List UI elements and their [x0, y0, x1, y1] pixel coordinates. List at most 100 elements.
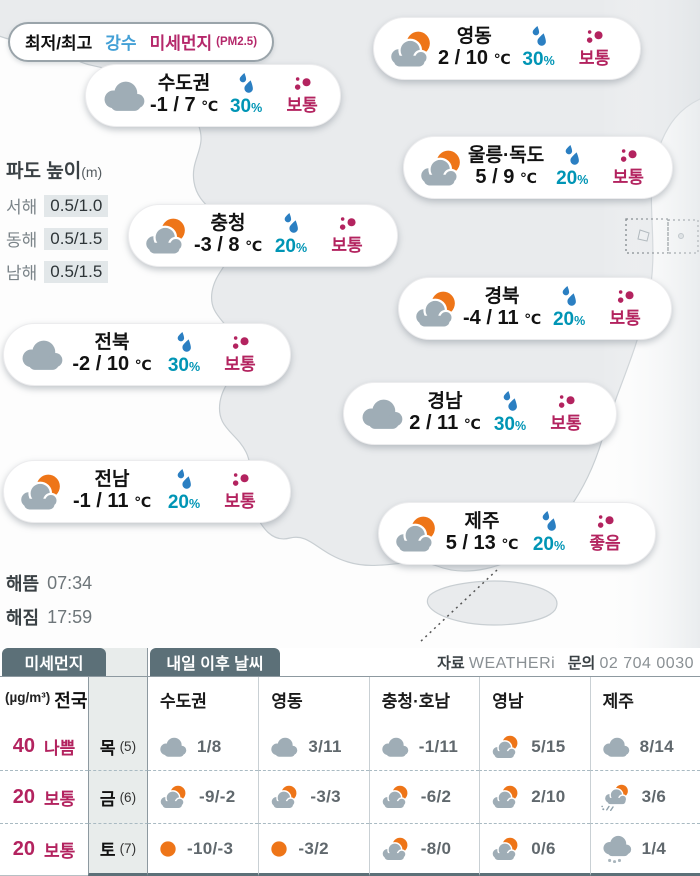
temp-range: -4 / 11 ℃ [463, 307, 542, 329]
dust-block: 보통 [600, 147, 656, 187]
column-label: 수도권 [160, 692, 207, 711]
sun-cloud-icon [381, 786, 408, 809]
forecast-cell: 0/6 [479, 823, 590, 876]
forecast-column-header: 수도권 [148, 677, 258, 723]
cloud-icon [160, 737, 187, 757]
precip-block: 30% [156, 332, 212, 377]
sun-cloud-icon [144, 218, 185, 254]
wave-height-title: 파도 높이(m) [6, 156, 108, 183]
temp-unit: ℃ [524, 311, 542, 327]
temp-unit: ℃ [501, 536, 519, 552]
dust-grade: 보통 [550, 413, 582, 433]
day-date: (6) [119, 789, 137, 805]
dust-block: 보통 [567, 28, 623, 68]
forecast-cell: 1/8 [148, 723, 258, 770]
weather-card: 전북 -2 / 10 ℃ 30% 보통 [3, 323, 291, 386]
temp-range: 2/10 [531, 787, 566, 806]
map-legend: 최저/최고 강수 미세먼지 (PM2.5) [8, 22, 275, 62]
dust-grade: 보통 [224, 354, 256, 374]
precip-block: 20% [541, 286, 597, 331]
forecast-cell: 5/15 [479, 723, 589, 770]
sunset-time: 17:59 [47, 606, 93, 627]
dust-dots-icon [232, 336, 249, 350]
precip-probability: 30% [167, 354, 201, 376]
dust-grade: 보통 [43, 842, 76, 861]
weather-card: 울릉·독도 5 / 9 ℃ 20% 보통 [403, 136, 673, 199]
column-label: 영동 [271, 692, 303, 711]
dust-grade: 보통 [612, 167, 644, 187]
forecast-cell: -3/2 [258, 823, 369, 876]
source-label: 자료 [437, 655, 465, 672]
precip-block: 20% [156, 469, 212, 514]
temp-range: 3/6 [641, 787, 667, 806]
column-label: 영남 [492, 692, 524, 711]
sun-cloud-icon [381, 837, 408, 860]
forecast-cell: -3/3 [258, 770, 369, 823]
temp-range: 1/8 [197, 736, 222, 756]
temp-unit: ℃ [493, 51, 511, 67]
sunset-row: 해짐 17:59 [6, 604, 92, 630]
day-name: 금 [99, 789, 116, 809]
temp-unit: ℃ [201, 98, 219, 114]
condition-icon-wrap [411, 289, 463, 328]
precip-probability: 30% [493, 413, 527, 435]
condition-icon-wrap [416, 148, 468, 187]
temp-range: -8/0 [420, 838, 452, 858]
dust-dots-icon [620, 149, 637, 163]
sun-cloud-icon [419, 150, 460, 186]
day-date: (5) [119, 739, 137, 754]
day-date: (7) [119, 841, 137, 856]
dust-block: 보통 [597, 288, 653, 328]
dust-grade: 보통 [43, 789, 76, 809]
forecast-cell: 3/11 [258, 723, 368, 770]
wave-height-value: 0.5/1.5 [44, 227, 109, 250]
rain-drops-icon [562, 286, 577, 306]
forecast-cell: 3/6 [589, 770, 700, 823]
dust-value: 40 [12, 735, 35, 757]
precip-probability: 30% [522, 48, 555, 70]
temp-range: -3/2 [298, 838, 329, 858]
condition-icon-wrap [391, 514, 443, 553]
day-name: 토 [99, 841, 116, 860]
forecast-cell: -10/-3 [148, 823, 259, 876]
wave-height-box: 파도 높이(m) 서해 0.5/1.0 동해 0.5/1.5 남해 0.5/1.5 [6, 156, 109, 292]
wave-title-text: 파도 높이 [6, 161, 82, 182]
precip-probability: 20% [532, 533, 566, 555]
weather-card: 제주 5 / 13 ℃ 20% 좋음 [378, 502, 656, 565]
forecast-cell: 2/10 [479, 770, 590, 823]
column-label: 제주 [602, 692, 634, 711]
temp-range: -1/11 [418, 736, 459, 756]
legend-dust-unit: (PM2.5) [216, 35, 258, 48]
sun-icon [271, 840, 288, 857]
region-block: 제주 5 / 13 ℃ [443, 511, 521, 556]
region-block: 영동 2 / 10 ℃ [438, 26, 511, 71]
rain-drops-icon [503, 391, 517, 411]
dust-dots-icon [339, 217, 356, 231]
dust-row: 20 보통 [0, 823, 88, 876]
region-block: 울릉·독도 5 / 9 ℃ [468, 145, 544, 190]
region-block: 수도권 -1 / 7 ℃ [150, 73, 218, 118]
precip-probability: 20% [556, 167, 589, 189]
weather-card: 경남 2 / 11 ℃ 30% 보통 [343, 382, 617, 445]
rain-sun-cloud-icon [600, 784, 628, 811]
precip-block: 20% [521, 511, 577, 556]
contact-label: 문의 [567, 655, 596, 672]
cloud-icon [22, 340, 63, 370]
temp-unit: ℃ [519, 170, 537, 186]
rain-drops-icon [566, 145, 580, 165]
source-line: 자료 WEATHERi 문의 02 704 0030 [437, 652, 694, 673]
temp-unit: ℃ [245, 238, 263, 254]
region-block: 전남 -1 / 11 ℃ [68, 469, 156, 514]
temp-range: -3 / 8 ℃ [193, 234, 263, 256]
sun-icon [160, 840, 176, 857]
dust-block: 보통 [212, 471, 268, 511]
temp-range: -1 / 11 ℃ [72, 490, 152, 512]
forecast-column-header: 영동 [258, 677, 368, 723]
rain-drops-icon [284, 213, 298, 233]
wave-row: 남해 0.5/1.5 [6, 259, 109, 284]
rain-drops-icon [542, 511, 556, 531]
wave-height-value: 0.5/1.5 [44, 260, 109, 283]
precip-block: 30% [511, 26, 567, 71]
wave-unit: (m) [81, 164, 103, 180]
